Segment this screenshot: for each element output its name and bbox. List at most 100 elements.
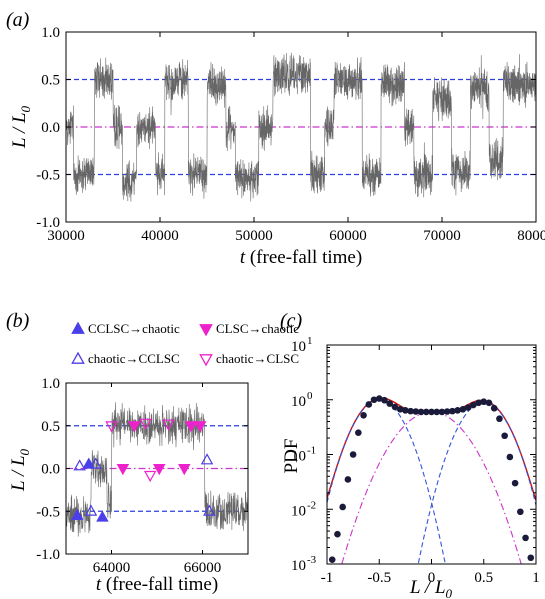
panel-b: (b) CCLSC→chaotic CLSC→chaotic chaotic→CCL…	[6, 310, 299, 595]
y-tick-label-0: -1.0	[36, 215, 60, 231]
panel-b-legend: CCLSC→chaotic CLSC→chaotic chaotic→CCLSC ch…	[71, 321, 299, 367]
y-tick-exponent-3: 0	[307, 390, 313, 402]
transition-marker-7	[116, 464, 130, 476]
data-point-22	[443, 408, 451, 415]
y-tick-label-3: 0.5	[41, 73, 60, 89]
panel-a: (a) 300004000050000600007000080000 -1.0-…	[6, 9, 545, 268]
panel-b-signal	[65, 402, 249, 537]
data-point-9	[375, 395, 383, 402]
transition-marker-17	[203, 504, 216, 516]
data-point-10	[381, 396, 388, 404]
transition-marker-1	[73, 459, 86, 471]
panel-c-data-points	[328, 395, 535, 563]
x-tick-label-1: -0.5	[367, 570, 391, 586]
y-tick-label-0: 10	[291, 558, 306, 574]
data-point-17	[417, 408, 425, 416]
x-tick-label-3: 60000	[329, 228, 367, 244]
x-tick-label-3: 0.5	[474, 570, 493, 586]
transition-marker-0	[71, 508, 84, 520]
curve-gaussian-1	[326, 399, 446, 565]
data-point-29	[480, 398, 488, 406]
y-tick-exponent-2: -1	[307, 445, 316, 457]
panel-a-y-tick-labels: -1.0 -0.5 0.0 0.5 1.0	[36, 25, 60, 231]
transition-marker-5	[96, 510, 109, 522]
y-tick-label-2: 0.0	[41, 120, 60, 136]
transition-marker-12	[162, 419, 175, 431]
x-tick-label-0: -1	[321, 570, 334, 586]
data-point-34	[506, 453, 514, 461]
panel-b-transition-markers	[71, 418, 216, 522]
x-tick-label-5: 80000	[517, 228, 545, 244]
x-tick-label-4: 70000	[423, 228, 461, 244]
curve-gaussian-3	[341, 411, 522, 565]
data-point-19	[428, 408, 435, 416]
y-tick-label-4: 1.0	[41, 376, 60, 392]
x-tick-label-0: 30000	[47, 228, 85, 244]
y-tick-exponent-1: -2	[307, 499, 316, 511]
data-point-15	[407, 407, 414, 415]
data-point-21	[438, 408, 446, 416]
legend-label-2: chaotic→CCLSC	[88, 351, 180, 366]
x-tick-label-1: 66000	[184, 560, 222, 576]
panel-b-x-axis-title: t (free-fall time)	[96, 574, 218, 595]
panel-c-y-axis-title: PDF	[281, 439, 302, 474]
panel-b-ticks	[66, 382, 248, 555]
panel-c-label: (c)	[280, 310, 303, 332]
panel-b-y-axis-title: L / L0	[8, 448, 32, 492]
legend-label-1: CLSC→chaotic	[216, 321, 299, 336]
data-point-14	[402, 407, 409, 414]
transition-marker-14	[184, 421, 198, 433]
data-point-20	[433, 408, 441, 416]
panel-c-ticks	[326, 344, 537, 565]
transition-marker-11	[153, 464, 166, 476]
x-tick-label-2: 50000	[235, 228, 273, 244]
data-point-38	[527, 554, 535, 562]
data-point-18	[422, 408, 430, 416]
y-tick-exponent-0: -3	[307, 554, 317, 566]
data-point-11	[386, 400, 394, 407]
panel-a-y-axis-title: L / L0	[9, 105, 33, 149]
data-point-7	[365, 401, 373, 408]
transition-marker-10	[143, 470, 157, 483]
data-point-26	[464, 404, 472, 411]
x-tick-label-4: 1	[532, 570, 540, 586]
panel-a-label: (a)	[6, 9, 30, 31]
y-tick-label-2: 0.0	[41, 462, 60, 478]
y-tick-label-0: -1.0	[36, 547, 60, 563]
data-point-0	[328, 556, 336, 563]
y-tick-label-4: 1.0	[41, 25, 60, 41]
data-point-5	[355, 429, 362, 437]
data-point-8	[370, 396, 378, 404]
panel-b-label: (b)	[6, 310, 30, 332]
transition-marker-6	[105, 421, 118, 433]
panel-c-frame	[326, 344, 537, 565]
data-point-28	[475, 399, 482, 407]
signal-line	[65, 402, 249, 537]
data-point-1	[334, 530, 341, 538]
data-point-30	[485, 399, 493, 407]
y-tick-label-1: 10	[291, 503, 306, 519]
panel-a-x-tick-labels: 30000 40000 50000 60000 70000 80000	[47, 228, 545, 244]
data-point-31	[490, 404, 498, 412]
data-point-37	[522, 534, 529, 542]
panel-a-x-axis-title: t (free-fall time)	[240, 247, 362, 268]
data-point-36	[517, 508, 524, 516]
legend-marker-2	[71, 351, 85, 364]
data-point-27	[470, 401, 477, 409]
legend-label-3: chaotic→CLSC	[216, 351, 299, 366]
panel-c-x-axis-title: L / L0	[409, 577, 453, 599]
transition-marker-4	[84, 504, 98, 516]
panel-c-curves	[326, 397, 537, 565]
transition-marker-8	[128, 421, 141, 433]
data-point-24	[454, 407, 461, 414]
legend-marker-0	[71, 321, 85, 334]
x-tick-label-2: 0	[428, 570, 436, 586]
data-point-25	[459, 405, 467, 413]
x-tick-label-1: 40000	[141, 228, 179, 244]
transition-marker-9	[139, 418, 152, 430]
data-point-2	[339, 503, 346, 511]
curve-gaussian-2	[417, 401, 537, 564]
data-point-32	[496, 415, 503, 423]
